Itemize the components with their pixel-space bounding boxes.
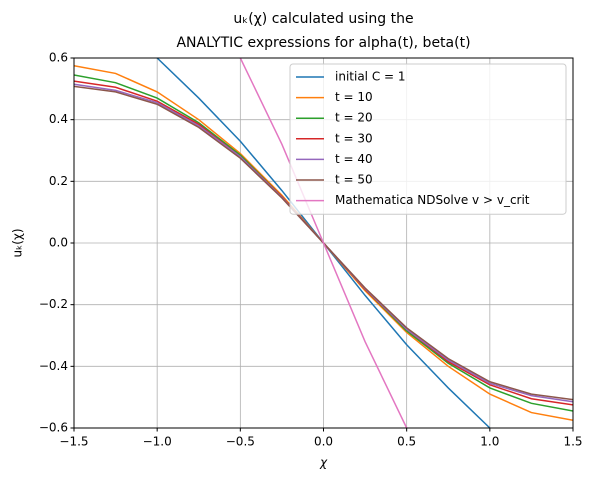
y-tick-label: −0.6 (39, 421, 68, 435)
legend-label: t = 50 (335, 173, 373, 187)
x-tick-label: −1.5 (59, 435, 88, 449)
legend-label: t = 30 (335, 131, 373, 145)
y-tick-label: 0.6 (49, 51, 68, 65)
x-tick-label: 0.0 (314, 435, 333, 449)
series-line (239, 58, 408, 428)
x-axis-label: χ (319, 456, 328, 470)
y-tick-label: 0.4 (49, 112, 68, 126)
legend-label: t = 20 (335, 111, 373, 125)
y-tick-label: −0.4 (39, 359, 68, 373)
chart-title: uₖ(χ) calculated using the (233, 11, 413, 27)
x-tick-label: 0.5 (397, 435, 416, 449)
plot-area (74, 58, 573, 428)
legend-label: Mathematica NDSolve v > v_crit (335, 193, 530, 207)
legend-label: t = 10 (335, 90, 373, 104)
y-axis-label: uₖ(χ) (11, 228, 25, 257)
x-tick-label: −0.5 (226, 435, 255, 449)
legend-label: t = 40 (335, 152, 373, 166)
legend-box (289, 63, 567, 215)
legend: initial C = 1 t = 10 t = 20 t = 30 t = 40 t =… (289, 63, 567, 215)
y-tick-label: 0.0 (49, 236, 68, 250)
legend-label: initial C = 1 (335, 70, 406, 84)
chart-title: ANALYTIC expressions for alpha(t), beta(… (176, 35, 470, 51)
y-tick-label: 0.2 (49, 174, 68, 188)
y-tick-label: −0.2 (39, 297, 68, 311)
x-tick-label: 1.0 (480, 435, 499, 449)
x-tick-label: −1.0 (143, 435, 172, 449)
x-tick-label: 1.5 (563, 435, 582, 449)
